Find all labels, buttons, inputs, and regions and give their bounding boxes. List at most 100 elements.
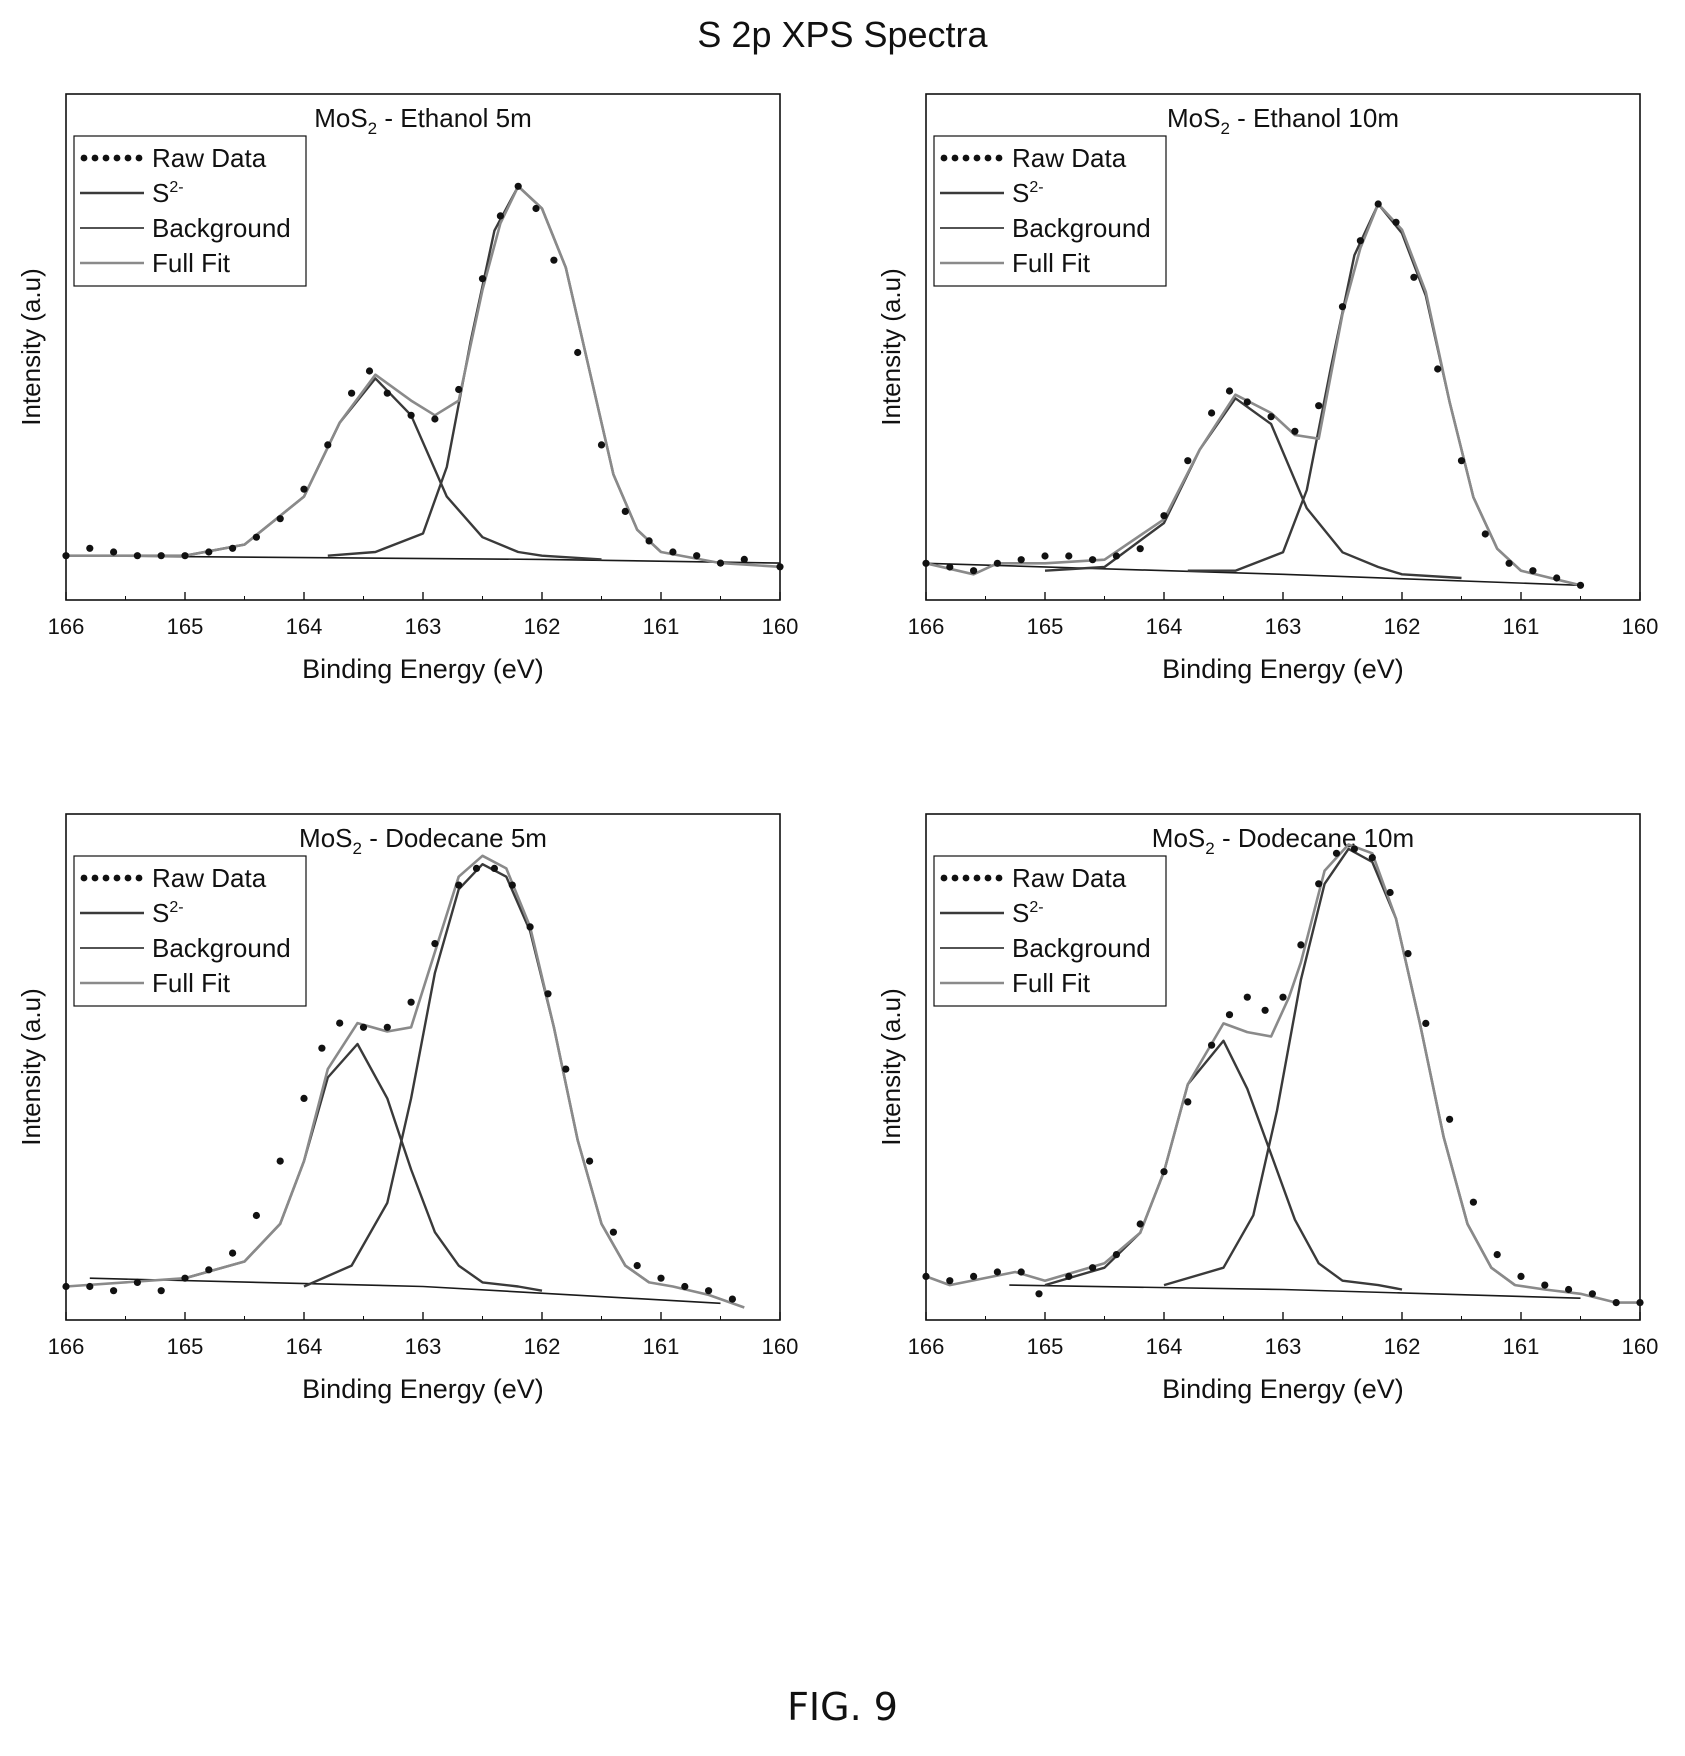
x-axis-label: Binding Energy (eV) (302, 1374, 544, 1404)
legend-label: Full Fit (1012, 248, 1091, 278)
legend-label: Full Fit (152, 968, 231, 998)
legend-swatch-raw (80, 154, 88, 162)
legend-label-s: S (1012, 898, 1029, 928)
x-tick-label: 164 (286, 614, 323, 639)
legend-label: Background (152, 933, 291, 963)
raw-data-point (1434, 365, 1442, 373)
raw-data-point (1225, 1011, 1234, 1019)
raw-data-point (776, 563, 784, 571)
raw-data-point (669, 548, 677, 556)
raw-data-point (1588, 1290, 1596, 1298)
legend-swatch-raw (984, 874, 992, 882)
raw-data-point (1243, 993, 1251, 1001)
raw-data-point (705, 1287, 713, 1295)
series-s2--peak1 (184, 377, 602, 561)
x-tick-label: 162 (1384, 614, 1421, 639)
raw-data-point (229, 544, 237, 552)
x-tick-label: 163 (1265, 1334, 1302, 1359)
raw-data-point (181, 1274, 189, 1282)
panel-title: MoS2 - Dodecane 5m (299, 823, 547, 858)
raw-data-point (586, 1157, 594, 1165)
panel-title-main: MoS (314, 103, 367, 133)
legend-swatch-raw (984, 154, 992, 162)
series-full-fit (925, 843, 1640, 1304)
raw-data-point (336, 1019, 344, 1027)
series-full-fit (925, 202, 1581, 587)
raw-data-point (1184, 457, 1192, 465)
panel-title: MoS2 - Ethanol 10m (1167, 103, 1399, 138)
raw-data-point (1315, 402, 1323, 410)
raw-data-point (205, 1266, 213, 1274)
series-s2--peak1 (1044, 1039, 1403, 1291)
figure-caption: FIG. 9 (787, 1685, 898, 1729)
raw-data-point (1243, 398, 1251, 406)
raw-data-point (544, 990, 552, 998)
raw-data-point (1136, 545, 1144, 553)
legend-label: Raw Data (152, 863, 267, 893)
panel-title-subscript: 2 (353, 839, 362, 858)
legend-swatch-raw (995, 874, 1003, 882)
legend-label: Raw Data (1012, 863, 1127, 893)
x-tick-label: 161 (1503, 614, 1540, 639)
raw-data-point (1636, 1299, 1644, 1307)
panel-title: MoS2 - Ethanol 5m (314, 103, 532, 138)
raw-data-point (252, 533, 260, 541)
raw-data-point (1035, 1290, 1043, 1298)
x-tick-label: 166 (908, 1334, 945, 1359)
raw-data-point (431, 415, 439, 423)
raw-data-point (86, 544, 94, 552)
raw-data-point (490, 864, 498, 872)
raw-data-point (478, 275, 487, 283)
legend-swatch-raw (973, 154, 981, 162)
raw-data-point (562, 1065, 570, 1073)
raw-data-point (1392, 218, 1400, 226)
x-tick-label: 166 (48, 614, 85, 639)
raw-data-point (1017, 1268, 1025, 1276)
legend-swatch-raw (102, 154, 110, 162)
raw-data-point (1422, 1019, 1430, 1027)
raw-data-point (472, 864, 481, 872)
raw-data-point (181, 552, 189, 560)
raw-data-point (681, 1282, 689, 1291)
panel-dodecane-10m: 166 165 164 163 162 161 160 Binding Energy (eV)… (876, 813, 1658, 1404)
raw-data-point (324, 441, 332, 449)
raw-data-point (1065, 1272, 1073, 1280)
legend-swatch-raw (951, 154, 959, 162)
series-s2--peak1 (1044, 397, 1462, 580)
raw-data-point (205, 548, 213, 556)
x-axis-label: Binding Energy (eV) (1162, 654, 1404, 684)
raw-data-point (922, 559, 930, 567)
raw-data-point (1553, 574, 1561, 582)
series-s2--peak1 (184, 1042, 543, 1292)
raw-data-point (633, 1262, 641, 1270)
raw-data-point (1208, 1041, 1216, 1049)
panel-title-rest: - Dodecane 5m (362, 823, 547, 853)
raw-data-point (1481, 530, 1489, 538)
x-tick-label: 162 (524, 614, 561, 639)
raw-data-point (970, 567, 978, 575)
series-s2--peak2 (303, 863, 650, 1288)
legend-swatch-raw (962, 154, 970, 162)
raw-data-point (993, 559, 1001, 567)
raw-data-point (1576, 581, 1585, 589)
raw-data-point (455, 881, 463, 889)
legend-label: Full Fit (1012, 968, 1091, 998)
panel-title-subscript: 2 (368, 119, 377, 138)
panel-title-subscript: 2 (1205, 839, 1214, 858)
raw-data-point (621, 507, 629, 515)
raw-data-point (1374, 200, 1382, 208)
series-s2--peak2 (1163, 847, 1516, 1287)
legend-label: S2- (1012, 178, 1044, 208)
legend-swatch-raw (940, 874, 948, 882)
raw-data-point (1267, 413, 1275, 421)
legend-label: Raw Data (1012, 143, 1127, 173)
legend-swatch-raw (91, 874, 99, 882)
raw-data-point (609, 1228, 618, 1236)
raw-data-point (318, 1044, 326, 1052)
raw-data-point (645, 537, 653, 545)
panel-title-rest: - Dodecane 10m (1215, 823, 1414, 853)
raw-data-point (348, 389, 356, 397)
raw-data-point (276, 515, 284, 523)
raw-data-point (922, 1272, 930, 1280)
raw-data-point (946, 563, 954, 571)
